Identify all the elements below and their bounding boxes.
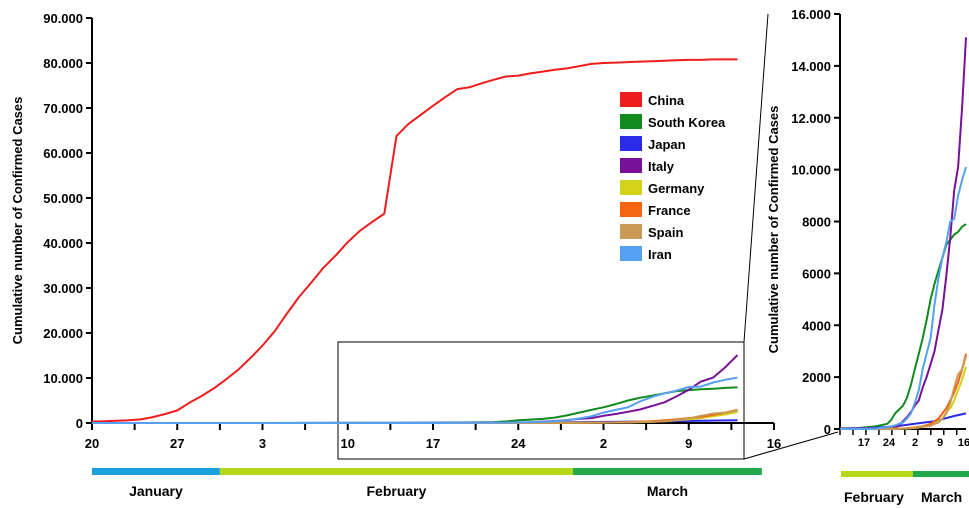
legend-label: Spain [648, 225, 683, 240]
inset-y-tick-label: 14.000 [791, 59, 831, 74]
inset-x-tick-label: 9 [937, 437, 943, 449]
month-bar [219, 468, 574, 475]
legend-label: China [648, 93, 685, 108]
main-y-tick-label: 30.000 [43, 281, 83, 296]
main-x-tick-label: 3 [259, 436, 266, 451]
main-y-tick-label: 70.000 [43, 101, 83, 116]
legend-label: Iran [648, 247, 672, 262]
inset-y-axis-title: Cumulative number of Confirmed Cases [766, 106, 781, 354]
inset-y-tick-label: 10.000 [791, 163, 831, 178]
inset-series-line-france [840, 353, 967, 430]
inset-x-tick-label: 24 [883, 437, 896, 449]
inset-y-tick-label: 0 [824, 422, 831, 437]
inset-x-tick-label: 17 [858, 437, 870, 449]
inset-x-tick-label: 2 [912, 437, 918, 449]
main-x-tick-label: 2 [600, 436, 607, 451]
month-label: January [129, 483, 183, 499]
legend-swatch [620, 158, 642, 173]
main-y-tick-label: 0 [76, 416, 83, 431]
main-x-tick-label: 16 [767, 436, 781, 451]
month-bar [573, 468, 762, 475]
legend-label: Japan [648, 137, 686, 152]
main-x-tick-label: 20 [85, 436, 99, 451]
main-y-tick-label: 80.000 [43, 56, 83, 71]
legend-label: South Korea [648, 115, 726, 130]
inset-y-tick-label: 8000 [802, 215, 831, 230]
inset-series-line-iran [840, 166, 967, 430]
main-y-tick-label: 50.000 [43, 191, 83, 206]
main-x-tick-label: 10 [341, 436, 355, 451]
legend-swatch [620, 202, 642, 217]
inset-y-tick-label: 2000 [802, 370, 831, 385]
inset-y-tick-label: 4000 [802, 318, 831, 333]
inset-month-bar [841, 471, 913, 477]
inset-month-label: February [844, 489, 904, 505]
legend-swatch [620, 224, 642, 239]
month-bar [92, 468, 220, 475]
inset-series-line-south-korea [840, 223, 967, 430]
legend-label: France [648, 203, 691, 218]
month-label: February [367, 483, 427, 499]
series-line-france [92, 408, 738, 424]
month-label: March [647, 483, 688, 499]
zoom-connector-bottom [743, 431, 839, 460]
legend-swatch [620, 180, 642, 195]
main-y-tick-label: 40.000 [43, 236, 83, 251]
legend-label: Germany [648, 181, 705, 196]
inset-month-label: March [921, 489, 962, 505]
zoom-connector-top [743, 13, 769, 343]
main-y-tick-label: 60.000 [43, 146, 83, 161]
main-x-tick-label: 9 [685, 436, 692, 451]
inset-y-tick-label: 16.000 [791, 7, 831, 22]
legend-swatch [620, 136, 642, 151]
main-y-tick-label: 10.000 [43, 371, 83, 386]
main-x-tick-label: 27 [170, 436, 184, 451]
main-y-axis-title: Cumulative number of Confirmed Cases [10, 97, 25, 345]
main-x-tick-label: 17 [426, 436, 440, 451]
inset-y-tick-label: 6000 [802, 266, 831, 281]
inset-series-line-spain [840, 356, 967, 430]
legend-swatch [620, 92, 642, 107]
legend-swatch [620, 246, 642, 261]
inset-x-tick-label: 16 [958, 437, 969, 449]
series-line-spain [92, 409, 738, 424]
main-y-tick-label: 20.000 [43, 326, 83, 341]
series-line-iran [92, 376, 738, 424]
inset-y-tick-label: 12.000 [791, 111, 831, 126]
inset-series-line-germany [840, 366, 967, 430]
main-y-tick-label: 90.000 [43, 11, 83, 26]
series-line-china [91, 58, 738, 423]
zoom-rectangle [337, 341, 745, 460]
legend-label: Italy [648, 159, 675, 174]
main-x-tick-label: 24 [511, 436, 526, 451]
legend-swatch [620, 114, 642, 129]
inset-month-bar [913, 471, 969, 477]
inset-series-line-italy [840, 37, 967, 430]
series-line-italy [92, 354, 739, 424]
series-line-south-korea [92, 386, 738, 424]
